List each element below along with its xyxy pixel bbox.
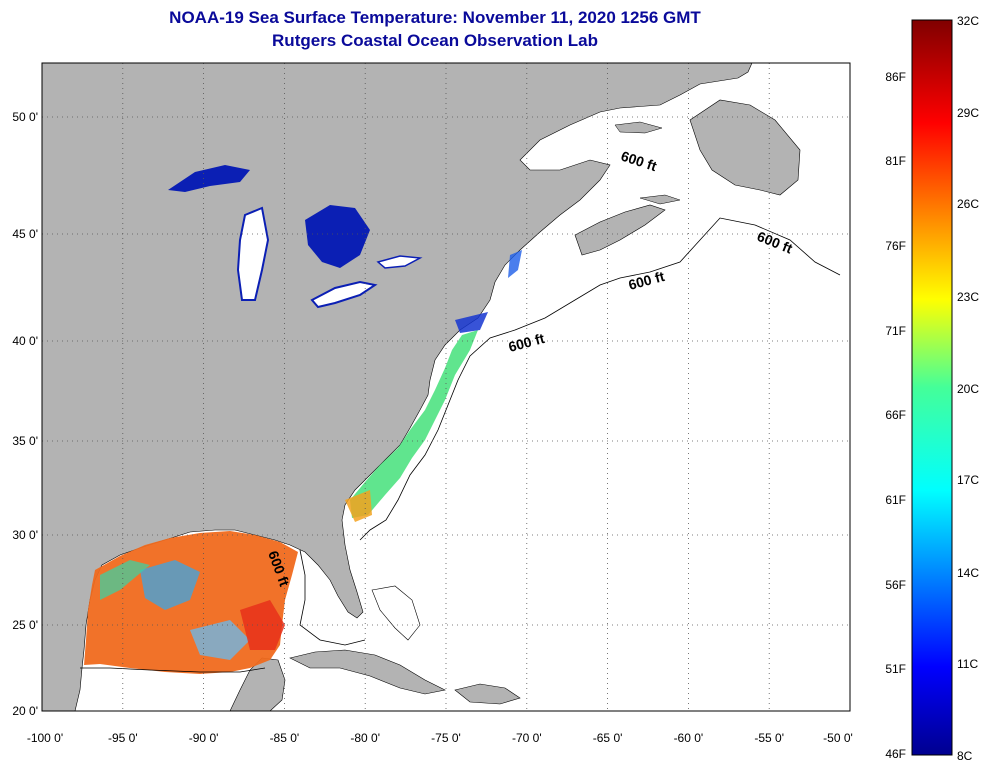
land-pei [639,194,681,205]
lon-tick-label: -60 0' [674,731,704,745]
lat-tick-label: 25 0' [12,618,38,632]
lake-superior [168,165,250,192]
colorbar-celsius-label: 14C [957,566,979,580]
colorbar-celsius-label: 32C [957,14,979,28]
land-nova-scotia [574,204,666,256]
lake-michigan [236,206,270,301]
sst-gulf-cool-patch-3 [190,620,250,660]
colorbar-celsius-label: 20C [957,382,979,396]
colorbar-fahrenheit-label: 46F [885,747,906,761]
lat-tick-label: 35 0' [12,434,38,448]
land-hispaniola [454,683,521,705]
land-anticosti [614,121,663,134]
land-bahamas [371,585,421,641]
lon-tick-label: -85 0' [270,731,300,745]
lake-ontario [376,255,423,269]
lat-tick-label: 45 0' [12,227,38,241]
land-yucatan [229,657,286,711]
lon-tick-label: -75 0' [431,731,461,745]
colorbar-celsius-label: 29C [957,106,979,120]
lat-tick-label: 40 0' [12,334,38,348]
land-newfoundland [689,99,801,196]
colorbar-celsius-label: 8C [957,749,973,763]
lon-tick-label: -100 0' [27,731,63,745]
lon-tick-label: -90 0' [189,731,219,745]
colorbar-fahrenheit-label: 51F [885,662,906,676]
colorbar-fahrenheit-label: 66F [885,408,906,422]
lat-tick-label: 20 0' [12,704,38,718]
lon-tick-label: -50 0' [823,731,853,745]
chart-subtitle: Rutgers Coastal Ocean Observation Lab [272,31,598,50]
colorbar-fahrenheit-label: 56F [885,578,906,592]
sst-atlantic-coastal [350,330,478,518]
colorbar-fahrenheit-label: 86F [885,70,906,84]
lake-huron [305,205,370,268]
colorbar-celsius-label: 17C [957,473,979,487]
lat-tick-label: 30 0' [12,528,38,542]
lon-tick-label: -95 0' [108,731,138,745]
lake-erie [310,280,378,309]
lon-tick-label: -55 0' [754,731,784,745]
colorbar-fahrenheit-label: 71F [885,324,906,338]
sst-gulf-cool-patch-2 [100,560,150,600]
colorbar-fahrenheit-label: 61F [885,493,906,507]
colorbar-celsius-label: 26C [957,197,979,211]
graticule [42,63,850,711]
contour-600ft [80,217,841,673]
colorbar-fahrenheit-label: 81F [885,154,906,168]
lon-tick-label: -80 0' [350,731,380,745]
colorbar-celsius-label: 23C [957,290,979,304]
sst-north-atlantic-cold [455,312,488,333]
colorbar [911,19,953,756]
land-cuba [289,649,446,695]
sst-gulf-of-maine [508,250,522,278]
lat-tick-label: 50 0' [12,110,38,124]
sst-gulf-cool-patch [140,560,200,610]
map-frame [41,62,851,712]
colorbar-celsius-label: 11C [957,657,978,671]
lon-tick-label: -70 0' [512,731,542,745]
chart-title: NOAA-19 Sea Surface Temperature: Novembe… [169,8,701,27]
colorbar-fahrenheit-label: 76F [885,239,906,253]
lon-tick-label: -65 0' [593,731,623,745]
